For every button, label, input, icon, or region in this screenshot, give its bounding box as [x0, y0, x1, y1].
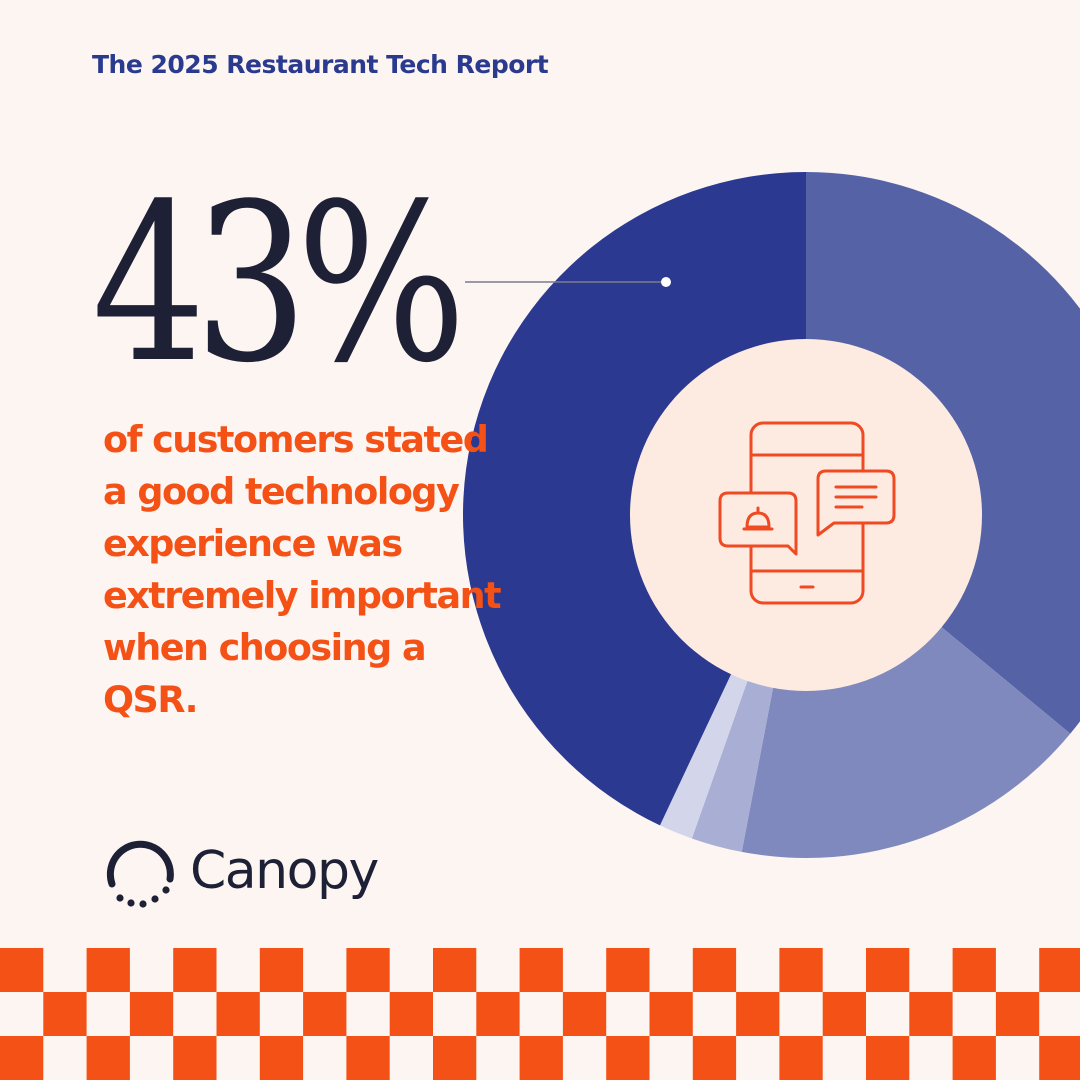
checkered-border [0, 948, 1080, 1080]
checker-square [692, 948, 737, 992]
stat-value: 43% [92, 158, 466, 411]
checker-square [866, 948, 910, 992]
checker-square [649, 992, 693, 1036]
report-title: The 2025 Restaurant Tech Report [92, 50, 549, 79]
checker-square [822, 992, 866, 1036]
checker-square [1039, 948, 1080, 992]
checker-square [952, 948, 996, 992]
checker-square [389, 992, 433, 1036]
checker-square [259, 1036, 304, 1080]
checker-square [606, 1036, 650, 1080]
checker-square [259, 948, 304, 992]
checker-square [1039, 1036, 1080, 1080]
checker-square [0, 948, 44, 992]
brand-logo: Canopy [100, 832, 379, 910]
checker-square [129, 992, 174, 1036]
canopy-logo-icon [106, 840, 174, 908]
checker-square [519, 1036, 563, 1080]
checker-square [476, 992, 520, 1036]
checker-square [562, 992, 607, 1036]
checker-square [519, 948, 563, 992]
brand-name: Canopy [190, 841, 379, 901]
checker-square [173, 1036, 217, 1080]
checker-square [216, 992, 260, 1036]
checker-square [346, 1036, 390, 1080]
donut-center [630, 339, 982, 691]
checker-square [173, 948, 217, 992]
checker-square [952, 1036, 996, 1080]
checker-square [43, 992, 87, 1036]
checker-square [86, 1036, 130, 1080]
checker-square [779, 948, 823, 992]
checker-square [303, 992, 347, 1036]
checker-square [909, 992, 953, 1036]
stat-leader-line [465, 277, 671, 287]
checker-square [692, 1036, 737, 1080]
checker-square [433, 1036, 477, 1080]
checker-square [433, 948, 477, 992]
checker-square [995, 992, 1040, 1036]
checker-square [606, 948, 650, 992]
checker-square [346, 948, 390, 992]
checker-square [0, 1036, 44, 1080]
checker-square [866, 1036, 910, 1080]
stat-description: of customers stated a good technology ex… [103, 418, 502, 721]
checker-square [779, 1036, 823, 1080]
checker-square [86, 948, 130, 992]
checker-square [736, 992, 780, 1036]
phone-notification-icon [718, 421, 896, 605]
